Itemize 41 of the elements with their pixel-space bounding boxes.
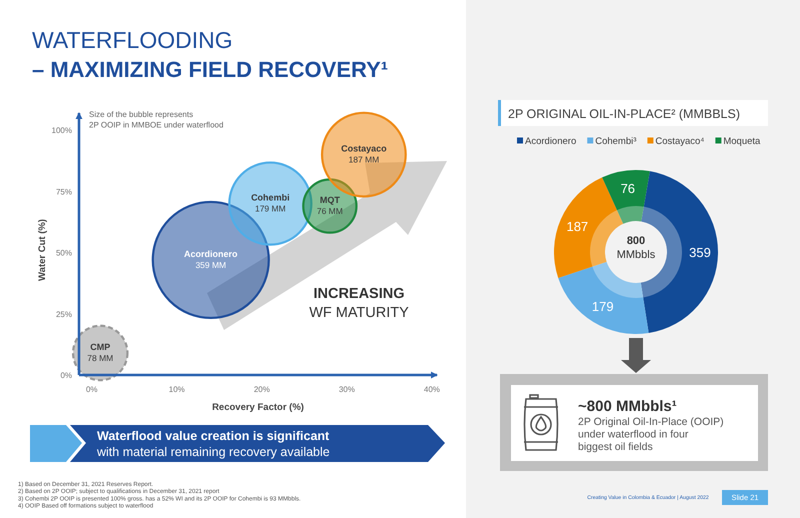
annotation: 187 MM	[348, 154, 380, 165]
annotation: 78 MM	[87, 352, 114, 363]
y-tick-label: 75%	[56, 187, 72, 196]
y-tick-label: 25%	[56, 310, 72, 319]
x-tick-label: 30%	[338, 385, 355, 394]
y-tick-label: 50%	[56, 248, 72, 258]
series-label: Acordionero	[184, 248, 238, 259]
y-tick-label: 100%	[52, 126, 72, 136]
donut-slice	[558, 262, 649, 334]
series-label: Costayaco	[341, 144, 388, 154]
data-label: 359	[689, 244, 711, 260]
legend-label: Costayaco⁴	[655, 136, 704, 147]
annotation: 76 MM	[316, 206, 343, 216]
text: ~800 MMbbls¹	[578, 398, 677, 415]
text: 800 MMbbls	[616, 235, 656, 261]
x-tick-label: 40%	[424, 385, 440, 394]
legend-label: Cohembi³	[595, 136, 636, 147]
annotation: 179 MM	[254, 204, 286, 214]
chart-title: 2P ORIGINAL OIL-IN-PLACE² (MMBBLS)	[508, 107, 740, 121]
series-label: MQT	[320, 195, 340, 206]
x-tick-label: 20%	[254, 385, 270, 394]
donut-slice	[602, 170, 650, 224]
text: Waterflood value creation is significant with material remaining recovery available	[96, 429, 330, 459]
annotation: Size of the bubble represents 2P OOIP in MMBOE under waterflood	[89, 110, 224, 130]
series-label: Cohembi	[251, 192, 290, 203]
legend-label: Acordionero	[525, 136, 576, 147]
chart-subtitle: – MAXIMIZING FIELD RECOVERY¹	[32, 57, 388, 82]
data-label: 179	[592, 299, 614, 314]
x-tick-label: 10%	[168, 385, 185, 394]
y-axis-title: Water Cut (%)	[37, 219, 48, 281]
annotation: INCREASING WF MATURITY	[309, 286, 410, 321]
x-tick-label: 0%	[86, 385, 98, 394]
text: 2P Original Oil-In-Place (OOIP) under waterflood in four biggest oil fields	[578, 416, 724, 453]
chart-title: WATERFLOODING	[32, 27, 233, 53]
legend-label: Moqueta	[723, 136, 762, 147]
series-label: CMP	[90, 342, 110, 352]
data-label: 187	[566, 218, 588, 234]
x-axis-title: Recovery Factor (%)	[212, 402, 304, 413]
annotation: 359 MM	[195, 260, 226, 270]
y-tick-label: 0%	[60, 371, 72, 380]
data-label: 76	[620, 181, 636, 196]
